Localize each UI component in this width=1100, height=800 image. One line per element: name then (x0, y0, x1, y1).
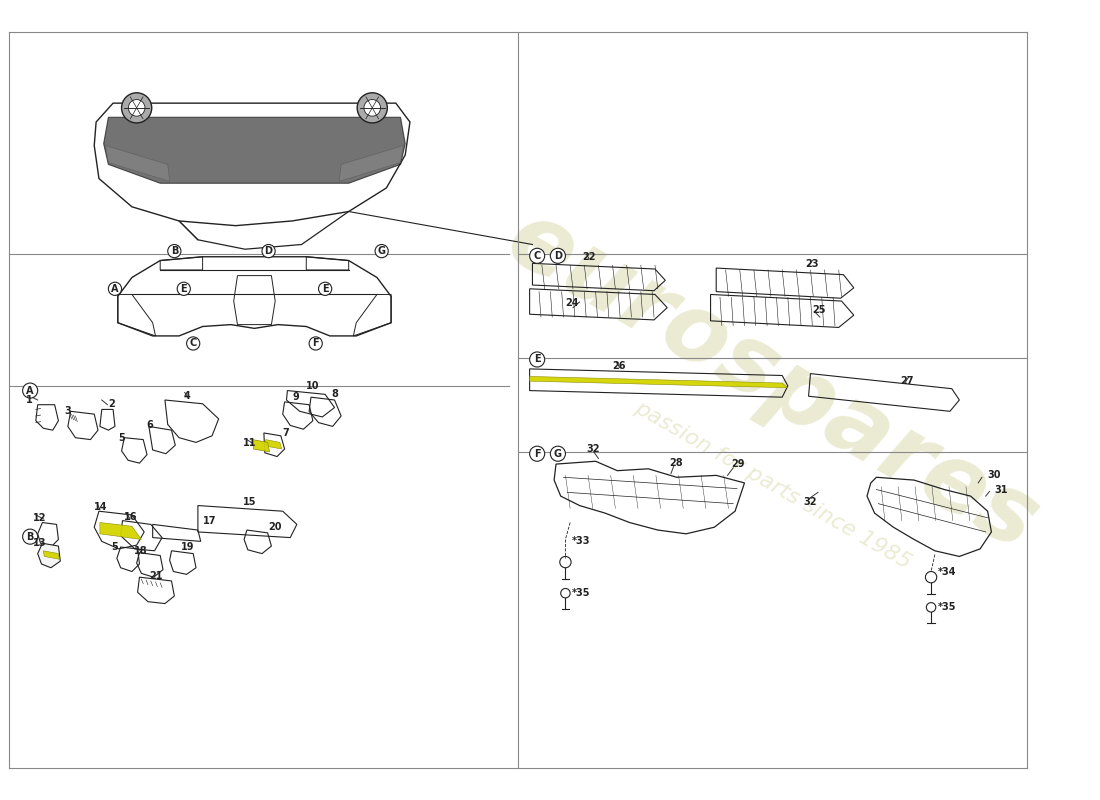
Text: 1: 1 (26, 395, 33, 405)
Text: 21: 21 (148, 571, 163, 582)
Polygon shape (529, 377, 788, 388)
Text: A: A (26, 386, 34, 395)
Text: 6: 6 (146, 419, 153, 430)
Text: eurospares: eurospares (491, 192, 1055, 570)
Text: 17: 17 (202, 516, 216, 526)
Text: G: G (554, 449, 562, 458)
Text: *35: *35 (572, 588, 591, 598)
Text: 29: 29 (732, 459, 745, 469)
Text: 3: 3 (64, 406, 70, 416)
Text: F: F (534, 449, 540, 458)
Circle shape (309, 337, 322, 350)
Text: 16: 16 (124, 512, 138, 522)
Polygon shape (106, 146, 169, 182)
Text: 7: 7 (283, 428, 289, 438)
Circle shape (23, 529, 37, 544)
Text: E: E (322, 284, 329, 294)
Text: C: C (534, 251, 541, 261)
Text: 24: 24 (565, 298, 579, 308)
Circle shape (187, 337, 200, 350)
Text: 5: 5 (119, 433, 125, 442)
Circle shape (109, 282, 122, 295)
Text: 14: 14 (95, 502, 108, 513)
Circle shape (529, 352, 544, 367)
Text: B: B (170, 246, 178, 256)
Circle shape (262, 245, 275, 258)
Circle shape (550, 248, 565, 263)
Text: A: A (111, 284, 119, 294)
Text: F: F (312, 338, 319, 349)
Ellipse shape (122, 93, 152, 123)
Text: 27: 27 (900, 376, 913, 386)
Text: 5: 5 (111, 542, 118, 552)
Ellipse shape (364, 99, 381, 116)
Circle shape (550, 446, 565, 462)
Text: 32: 32 (803, 497, 816, 506)
Polygon shape (100, 522, 142, 539)
Polygon shape (37, 543, 60, 568)
Text: 22: 22 (582, 252, 596, 262)
Circle shape (177, 282, 190, 295)
Text: 8: 8 (332, 390, 339, 399)
Text: 26: 26 (613, 361, 626, 371)
Text: 19: 19 (180, 542, 195, 552)
Circle shape (375, 245, 388, 258)
Text: 18: 18 (134, 546, 147, 556)
Text: 28: 28 (669, 458, 683, 468)
Text: 12: 12 (33, 513, 46, 522)
Text: passion for parts since 1985: passion for parts since 1985 (631, 398, 914, 572)
Text: 4: 4 (184, 391, 190, 402)
Text: 2: 2 (109, 398, 116, 409)
Text: 32: 32 (586, 444, 600, 454)
Circle shape (167, 245, 180, 258)
Polygon shape (43, 550, 59, 559)
Text: 10: 10 (306, 381, 320, 391)
Ellipse shape (358, 93, 387, 123)
Text: D: D (554, 251, 562, 261)
Circle shape (319, 282, 332, 295)
Text: 31: 31 (994, 485, 1008, 494)
Polygon shape (266, 439, 282, 449)
Polygon shape (103, 118, 405, 183)
Circle shape (23, 383, 37, 398)
Text: 15: 15 (243, 497, 256, 506)
Text: *34: *34 (937, 566, 956, 577)
Text: 30: 30 (988, 470, 1001, 480)
Ellipse shape (129, 99, 145, 116)
Text: 23: 23 (805, 259, 820, 270)
Text: B: B (26, 532, 34, 542)
Text: 25: 25 (812, 305, 826, 314)
Text: E: E (534, 354, 540, 365)
Text: E: E (180, 284, 187, 294)
Text: C: C (189, 338, 197, 349)
Text: *33: *33 (572, 536, 591, 546)
Text: G: G (377, 246, 386, 256)
Text: D: D (265, 246, 273, 256)
Text: 9: 9 (293, 392, 299, 402)
Polygon shape (253, 439, 270, 452)
Circle shape (529, 446, 544, 462)
Text: *35: *35 (937, 602, 956, 612)
Text: 11: 11 (243, 438, 256, 448)
Circle shape (529, 248, 544, 263)
Text: 20: 20 (268, 522, 282, 532)
Text: 13: 13 (33, 538, 46, 548)
Polygon shape (339, 146, 404, 182)
